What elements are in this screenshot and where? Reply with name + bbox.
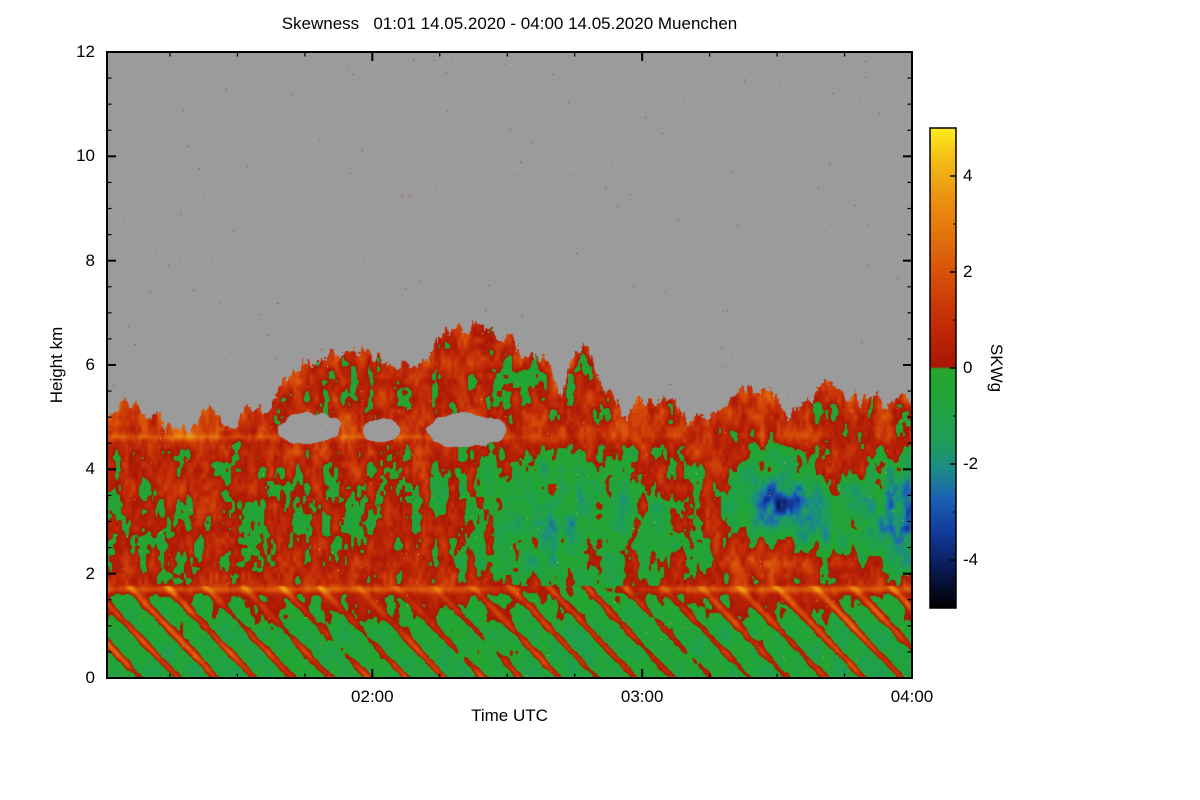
x-tick-label: 04:00 bbox=[890, 687, 934, 706]
x-tick-label: 03:00 bbox=[620, 687, 664, 706]
y-tick-label: 8 bbox=[85, 250, 95, 270]
colorbar-label: SKWg bbox=[987, 343, 1006, 393]
y-axis-label: Height km bbox=[47, 326, 66, 404]
x-axis-label: Time UTC bbox=[471, 706, 548, 725]
colorbar-tick-label: -4 bbox=[963, 550, 979, 569]
y-tick-label: 10 bbox=[76, 146, 95, 166]
y-tick-label: 2 bbox=[85, 563, 95, 583]
heatmap-canvas bbox=[107, 52, 912, 678]
plot-title: Skewness 01:01 14.05.2020 - 04:00 14.05.… bbox=[281, 14, 738, 33]
colorbar-tick-label: -2 bbox=[963, 454, 979, 473]
x-tick-label: 02:00 bbox=[351, 687, 394, 706]
colorbar-gradient bbox=[930, 128, 956, 608]
y-tick-label: 4 bbox=[85, 459, 95, 479]
y-tick-label: 12 bbox=[76, 42, 95, 61]
y-tick-label: 0 bbox=[85, 668, 95, 687]
colorbar-tick-label: 2 bbox=[963, 262, 973, 281]
colorbar-tick-label: 4 bbox=[963, 166, 973, 185]
